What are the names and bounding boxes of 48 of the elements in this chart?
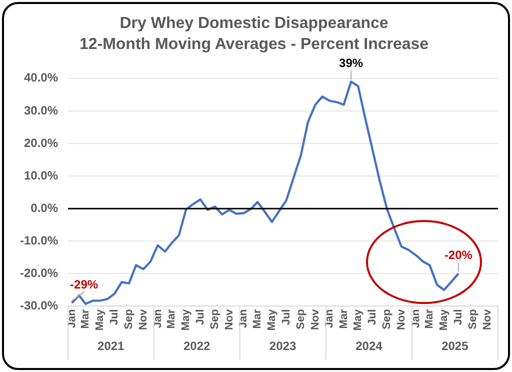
x-tick-label: Jan (410, 308, 422, 328)
annotation: -20% (444, 248, 473, 262)
x-tick-label: Jan (238, 308, 250, 328)
x-tick-label: Nov (481, 308, 494, 330)
chart-title: Dry Whey Domestic Disappearance (120, 15, 388, 32)
x-tick-label: Jan (66, 308, 78, 328)
y-tick-label: -10.0% (20, 233, 58, 248)
x-tick-label: Nov (395, 308, 408, 330)
annotation: 39% (339, 56, 364, 70)
x-tick-label: Nov (137, 308, 150, 330)
x-tick-label: Sep (123, 308, 136, 330)
x-tick-label: Mar (424, 308, 436, 329)
y-tick-label: 30.0% (24, 103, 58, 118)
x-tick-label: May (352, 308, 364, 331)
y-tick-label: 40.0% (24, 70, 58, 85)
y-tick-label: 10.0% (24, 168, 58, 182)
x2-tick-label: 2023 (269, 339, 296, 354)
x-tick-label: Jul (366, 309, 379, 326)
x2-tick-label: 2024 (356, 339, 383, 354)
annotation: -29% (70, 277, 98, 292)
x-tick-label: May (180, 308, 192, 331)
x2-tick-label: 2021 (98, 339, 125, 354)
x-tick-label: May (94, 308, 106, 331)
x-tick-label: Jan (152, 308, 164, 328)
y-tick-label: 20.0% (24, 136, 58, 150)
x-tick-label: Jul (452, 309, 464, 326)
x2-tick-label: 2025 (442, 339, 469, 354)
x-tick-label: Sep (467, 308, 480, 330)
x-tick-label: Nov (309, 308, 322, 330)
x-tick-label: Nov (223, 308, 236, 330)
x-tick-label: Mar (252, 308, 264, 329)
x-tick-label: Jan (324, 308, 336, 328)
x-tick-label: Jul (108, 309, 120, 326)
x-tick-label: Jul (194, 309, 206, 326)
x-tick-label: Sep (208, 308, 221, 330)
x-tick-label: Mar (338, 308, 350, 329)
y-tick-label: -30.0% (20, 298, 58, 313)
y-tick-label: 0.0% (30, 200, 58, 215)
x-tick-label: May (438, 308, 450, 331)
y-tick-label: -20.0% (20, 266, 58, 280)
x2-tick-label: 2022 (183, 339, 210, 354)
x-tick-label: Mar (80, 308, 92, 329)
x-tick-label: Mar (166, 308, 178, 329)
chart-subtitle: 12-Month Moving Averages - Percent Increase (79, 36, 429, 54)
x-tick-label: May (266, 308, 278, 331)
x-tick-label: Sep (294, 308, 307, 330)
x-tick-label: Jul (280, 309, 292, 326)
x-tick-label: Sep (381, 308, 394, 330)
